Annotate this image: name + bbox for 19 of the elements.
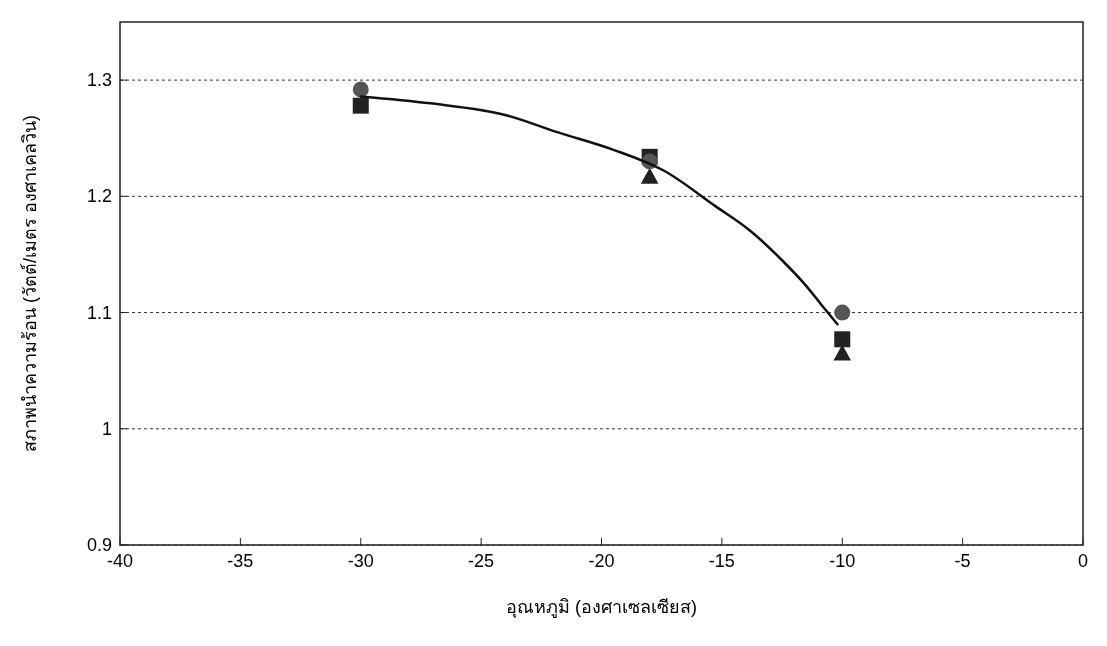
point: [352, 97, 369, 114]
point: [834, 331, 851, 348]
y-axis-title: สภาพนำความร้อน (วัตต์/เมตร องศาเคลวิน): [20, 115, 40, 452]
y-tick-label: 1.2: [86, 186, 112, 207]
x-tick-label: -10: [829, 551, 856, 571]
x-tick-label: -30: [347, 551, 374, 571]
point: [352, 81, 369, 98]
y-tick-label: 1.1: [86, 302, 112, 323]
point: [640, 167, 659, 184]
point: [834, 304, 851, 321]
x-tick-label: -20: [588, 551, 615, 571]
x-axis-title: อุณหภูมิ (องศาเซลเซียส): [506, 597, 697, 618]
y-tick-label: 1: [101, 418, 112, 439]
x-tick-label: -5: [954, 551, 971, 571]
x-tick-label: 0: [1077, 551, 1089, 571]
x-tick-label: -15: [708, 551, 735, 571]
y-tick-label: 1.3: [86, 70, 112, 91]
x-tick-label: -25: [468, 551, 495, 571]
x-tick-label: -35: [227, 551, 254, 571]
